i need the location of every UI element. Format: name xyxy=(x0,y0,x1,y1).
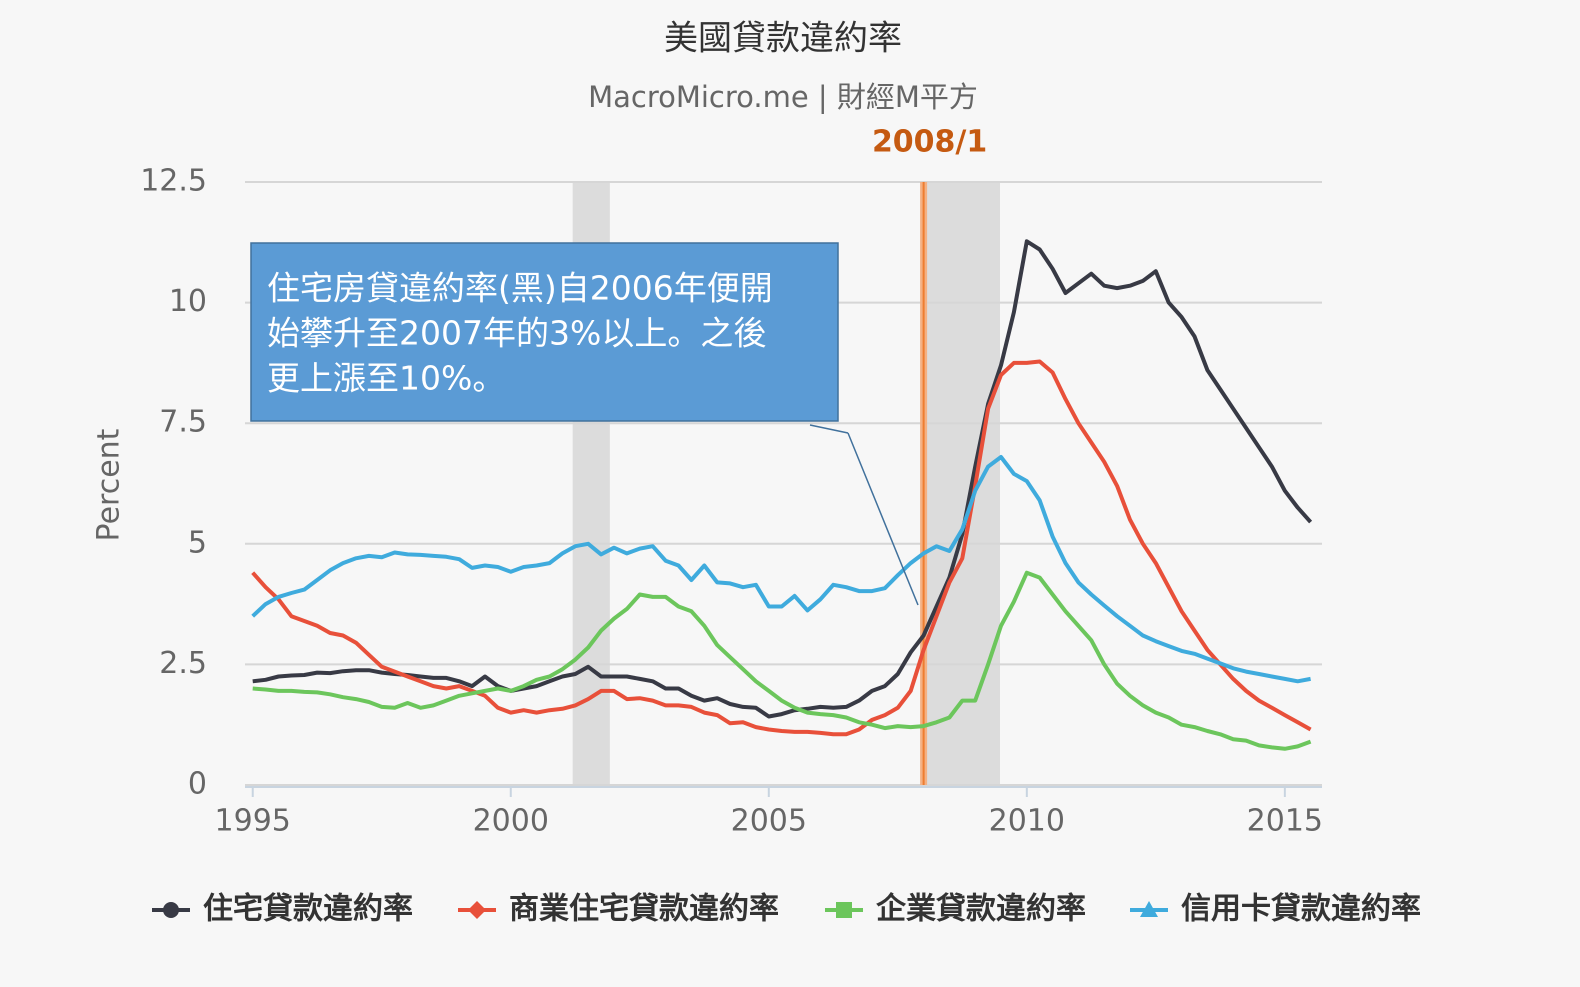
y-tick-label: 0 xyxy=(188,767,207,802)
recession-band xyxy=(926,182,1000,785)
legend-label: 商業住宅貸款違約率 xyxy=(509,892,779,927)
chart-subtitle: MacroMicro.me | 財經M平方 xyxy=(588,80,978,114)
event-label: 2008/1 xyxy=(872,125,987,160)
y-tick-label: 2.5 xyxy=(159,646,207,681)
legend-label: 住宅貸款違約率 xyxy=(203,892,413,927)
x-tick-label: 2015 xyxy=(1247,804,1323,839)
legend-marker xyxy=(468,901,486,919)
y-tick-label: 5 xyxy=(188,525,207,560)
series-line xyxy=(251,455,1311,684)
legend-marker xyxy=(163,902,179,918)
y-axis-label: Percent xyxy=(92,428,127,541)
annotation-text: 更上漲至10%。 xyxy=(267,359,505,398)
series-line xyxy=(252,239,1313,719)
series-line xyxy=(251,359,1312,737)
x-tick-label: 2005 xyxy=(731,804,807,839)
legend-label: 企業貸款違約率 xyxy=(876,892,1086,927)
annotation-pointer xyxy=(847,432,919,606)
legend-marker xyxy=(1140,901,1158,917)
chart-title: 美國貸款違約率 xyxy=(664,19,902,59)
series-line xyxy=(252,570,1312,751)
x-tick-label: 1995 xyxy=(215,804,291,839)
annotation-box xyxy=(250,242,839,422)
y-tick-label: 10 xyxy=(169,284,207,319)
legend-marker xyxy=(836,902,852,918)
annotation-pointer xyxy=(809,424,849,434)
y-tick-label: 7.5 xyxy=(159,405,207,440)
y-tick-label: 12.5 xyxy=(140,164,207,199)
annotation-text: 始攀升至2007年的3%以上。之後 xyxy=(267,314,766,353)
x-tick-label: 2010 xyxy=(989,804,1065,839)
annotation-text: 住宅房貸違約率(黑)自2006年便開 xyxy=(267,269,773,308)
legend-label: 信用卡貸款違約率 xyxy=(1181,892,1421,927)
x-tick-label: 2000 xyxy=(473,804,549,839)
